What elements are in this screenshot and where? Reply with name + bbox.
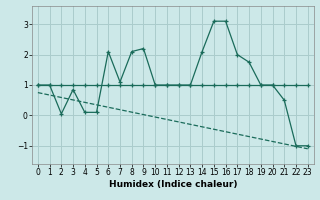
X-axis label: Humidex (Indice chaleur): Humidex (Indice chaleur) <box>108 180 237 189</box>
